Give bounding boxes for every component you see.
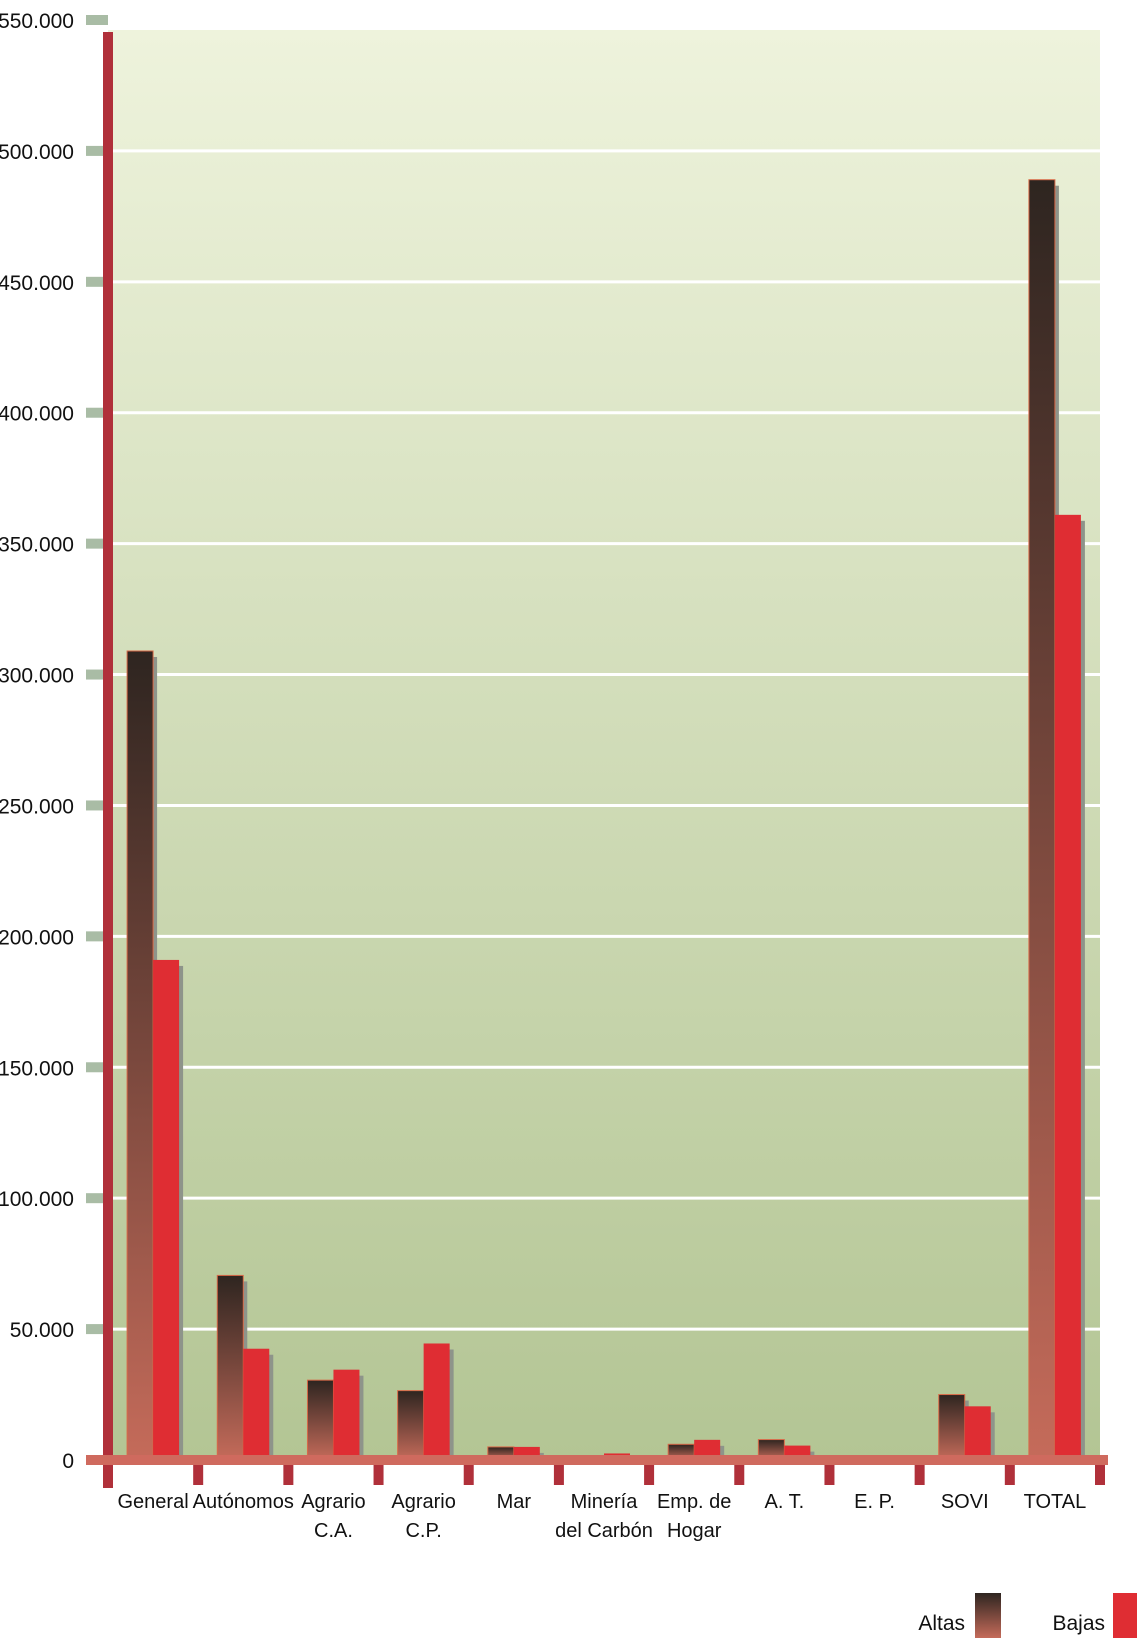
- y-tick-mark: [86, 145, 108, 156]
- x-tick-mark: [734, 1465, 745, 1485]
- x-tick-label: TOTAL: [1024, 1491, 1087, 1513]
- bar-altas: [306, 1379, 334, 1461]
- y-tick-mark: [86, 15, 108, 25]
- y-tick-label: 500.000: [0, 141, 74, 164]
- x-tick-label: C.P.: [405, 1520, 441, 1542]
- y-axis-ticks: 0 50.000 100.000 150.000 200.000 250.000 300.0…: [0, 10, 108, 1473]
- x-tick-label: C.A.: [314, 1520, 353, 1542]
- bars: [126, 179, 1085, 1461]
- gridlines: [108, 149, 1100, 1331]
- x-tick-label: Agrario: [391, 1491, 455, 1513]
- legend-swatch: [975, 1593, 1001, 1638]
- y-tick-mark: [86, 1193, 108, 1204]
- x-tick-mark: [914, 1465, 925, 1485]
- x-tick-label: Minería: [571, 1491, 639, 1513]
- x-tick-label: SOVI: [941, 1491, 989, 1513]
- x-axis-line: [86, 1455, 1108, 1465]
- bar-bajas: [333, 1369, 360, 1460]
- x-tick-mark: [1095, 1465, 1105, 1485]
- plot-background: [108, 30, 1100, 1460]
- x-tick-mark: [103, 1465, 113, 1485]
- x-tick-label: A. T.: [765, 1491, 805, 1513]
- legend-swatch: [1113, 1593, 1137, 1638]
- x-tick-mark: [283, 1465, 294, 1485]
- y-tick-label: 50.000: [10, 1319, 74, 1342]
- bar-altas: [397, 1390, 425, 1461]
- x-tick-label: del Carbón: [555, 1520, 653, 1542]
- x-tick-label: Emp. de: [657, 1491, 731, 1513]
- bar-bajas: [243, 1348, 270, 1460]
- bar-bajas: [153, 959, 180, 1460]
- legend-label: Bajas: [1052, 1612, 1105, 1635]
- y-tick-label: 200.000: [0, 926, 74, 949]
- x-tick-mark: [373, 1465, 384, 1485]
- x-tick-label: General: [118, 1491, 189, 1513]
- x-tick-mark: [553, 1465, 564, 1485]
- bar-bajas: [964, 1406, 991, 1460]
- y-tick-mark: [86, 669, 108, 680]
- y-tick-mark: [86, 800, 108, 811]
- x-axis-labels: General Autónomos Agrario C.A. Agrario C.P. Ma…: [118, 1491, 1087, 1542]
- x-tick-label: Autónomos: [193, 1491, 294, 1513]
- y-tick-mark: [86, 1062, 108, 1073]
- x-tick-label: Agrario: [301, 1491, 365, 1513]
- bar-altas: [126, 650, 154, 1461]
- y-tick-mark: [86, 276, 108, 287]
- x-tick-label: Hogar: [667, 1520, 722, 1542]
- axes: [86, 32, 1108, 1488]
- bar-bajas: [1054, 514, 1081, 1460]
- y-tick-label: 150.000: [0, 1057, 74, 1080]
- x-tick-mark: [644, 1465, 655, 1485]
- x-tick-label: E. P.: [854, 1491, 895, 1513]
- bar-bajas: [423, 1343, 450, 1460]
- y-tick-mark: [86, 931, 108, 942]
- x-tick-mark: [193, 1465, 204, 1485]
- y-tick-mark: [86, 1324, 108, 1335]
- y-tick-label: 100.000: [0, 1188, 74, 1211]
- x-tick-mark: [824, 1465, 835, 1485]
- legend-label: Altas: [918, 1612, 965, 1635]
- y-tick-label: 250.000: [0, 795, 74, 818]
- y-tick-label: 300.000: [0, 665, 74, 688]
- y-tick-label: 550.000: [0, 10, 74, 33]
- y-tick-label: 0: [62, 1450, 74, 1473]
- y-tick-mark: [86, 538, 108, 549]
- y-tick-label: 450.000: [0, 272, 74, 295]
- x-tick-mark: [1004, 1465, 1015, 1485]
- y-axis-line: [103, 32, 113, 1488]
- x-tick-mark: [463, 1465, 474, 1485]
- x-tick-label: Mar: [497, 1491, 532, 1513]
- y-tick-label: 350.000: [0, 534, 74, 557]
- bar-bajas: [694, 1439, 721, 1460]
- y-tick-mark: [86, 407, 108, 418]
- bar-altas: [1028, 179, 1056, 1461]
- y-tick-label: 400.000: [0, 403, 74, 426]
- bar-altas: [938, 1394, 966, 1461]
- legend: Altas Bajas: [918, 1593, 1137, 1638]
- bar-altas: [216, 1274, 244, 1461]
